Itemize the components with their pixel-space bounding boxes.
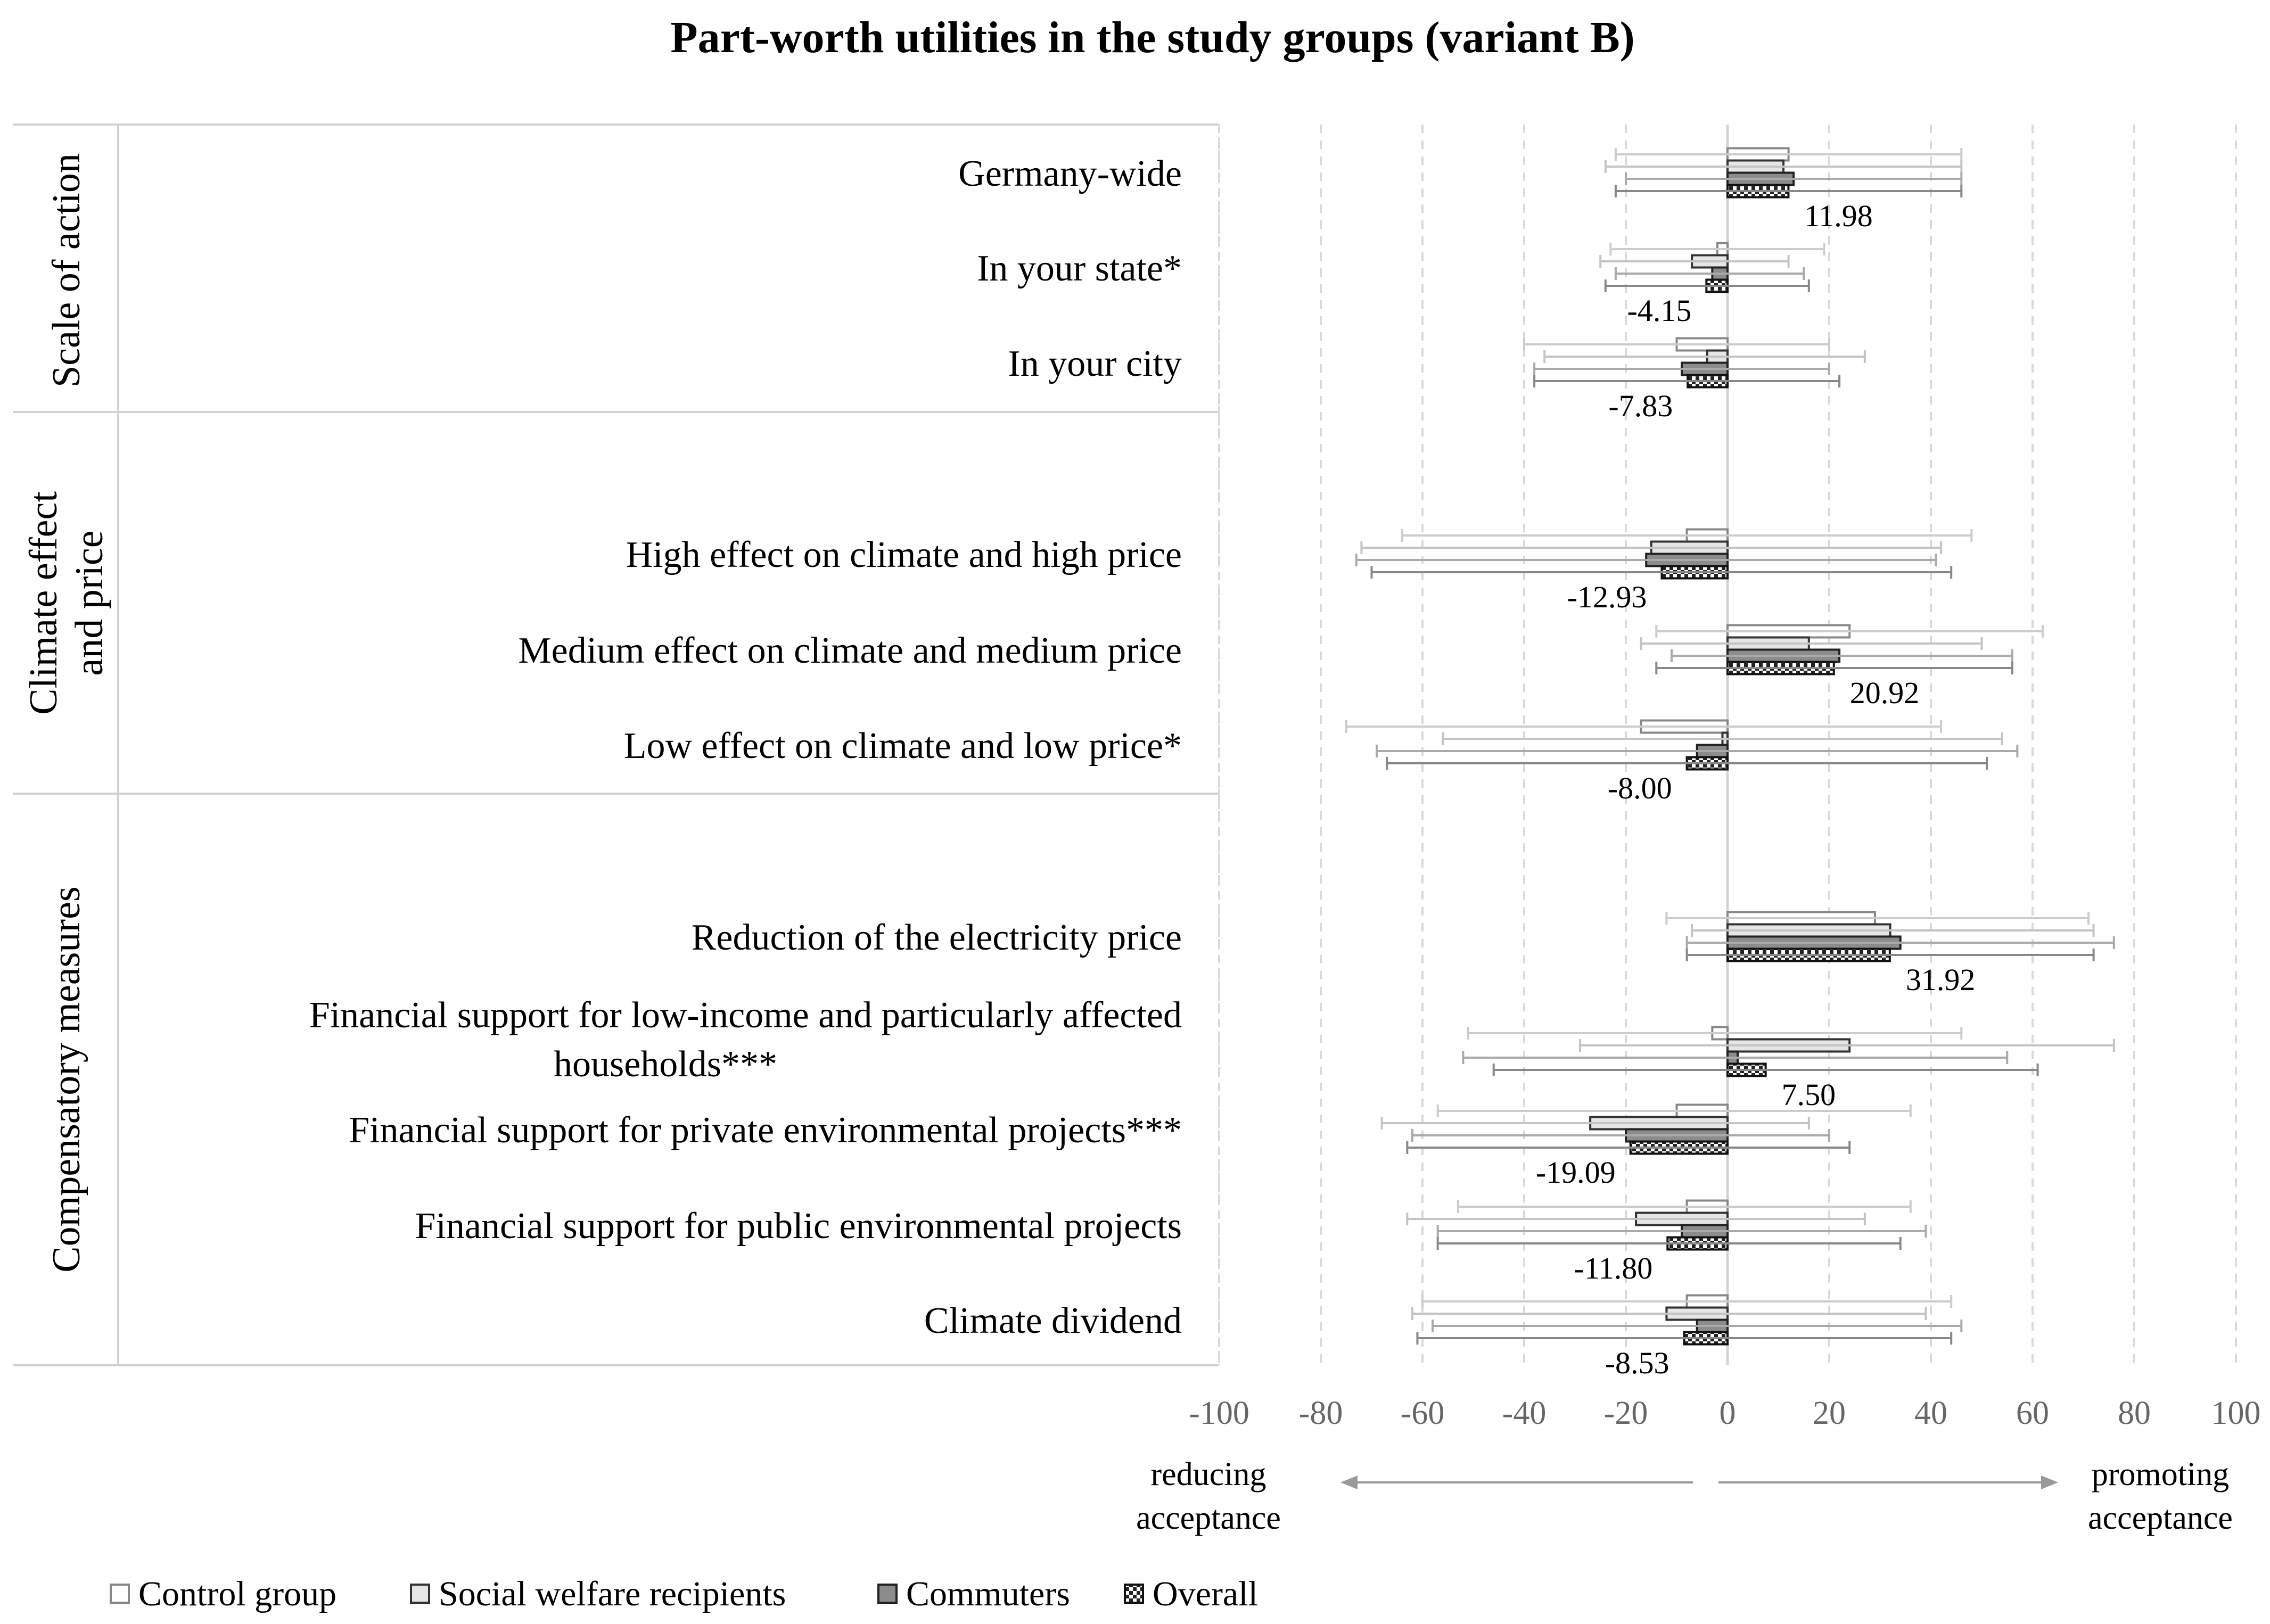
x-tick-label: -20 (1604, 1395, 1648, 1431)
row-label: Low effect on climate and low price* (624, 726, 1182, 766)
row-label: Germany-wide (958, 153, 1182, 194)
row-label: Climate dividend (924, 1300, 1182, 1341)
x-tick-label: -80 (1299, 1395, 1343, 1431)
x-tick-label: -100 (1189, 1395, 1249, 1431)
error-bars (1345, 148, 2115, 1345)
x-tick-label: 20 (1813, 1395, 1846, 1431)
value-label-2: -4.15 (1627, 293, 1692, 328)
row-labels: Germany-wide In your state* In your city Hi… (309, 153, 1182, 1341)
legend: Control group Social welfare recipients Co… (110, 1574, 1258, 1613)
row-label: Financial support for low-income and par… (309, 995, 1182, 1036)
legend-swatch-2 (410, 1584, 430, 1604)
arrow-left-head (1340, 1475, 1358, 1489)
chart-title: Part-worth utilities in the study groups… (670, 13, 1634, 62)
value-label-9: -19.09 (1536, 1155, 1616, 1190)
legend-swatch-1 (110, 1584, 130, 1604)
x-tick-label: 80 (2118, 1395, 2151, 1431)
value-label-1: 11.98 (1804, 199, 1872, 233)
direction-labels: reducing acceptance promoting acceptance (1136, 1456, 2233, 1536)
x-tick-label: 0 (1720, 1395, 1736, 1431)
reducing-acceptance-label: reducing (1151, 1456, 1266, 1493)
legend-label-1: Control group (138, 1574, 336, 1613)
row-label: Financial support for private environmen… (349, 1110, 1182, 1151)
promoting-acceptance-label: acceptance (2088, 1500, 2233, 1536)
group-label: and price (68, 530, 111, 675)
x-tick-label: 60 (2016, 1395, 2049, 1431)
row-label: In your state* (977, 248, 1182, 289)
value-label-10: -11.80 (1574, 1251, 1653, 1285)
value-label-3: -7.83 (1608, 389, 1673, 423)
row-label: Medium effect on climate and medium pric… (518, 630, 1182, 671)
x-tick-labels: -100 -80 -60 -40 -20 0 20 40 60 80 100 (1189, 1395, 2260, 1431)
group-label: Compensatory measures (45, 886, 88, 1272)
legend-swatch-4 (1124, 1584, 1144, 1604)
value-label-7: 31.92 (1906, 962, 1976, 997)
value-label-5: 20.92 (1850, 675, 1920, 710)
value-label-6: -8.00 (1608, 771, 1672, 805)
value-label-4: -12.93 (1567, 580, 1647, 614)
legend-label-3: Commuters (906, 1574, 1070, 1613)
group-label: Scale of action (45, 153, 88, 388)
promoting-acceptance-label: promoting (2092, 1456, 2229, 1493)
group-label: Climate effect (22, 491, 65, 715)
legend-swatch-3 (877, 1584, 898, 1604)
row-label: High effect on climate and high price (626, 534, 1182, 575)
legend-label-2: Social welfare recipients (439, 1574, 786, 1613)
row-label: Financial support for public environment… (415, 1206, 1182, 1247)
row-label: Reduction of the electricity price (692, 917, 1182, 958)
value-label-11: -8.53 (1605, 1346, 1669, 1380)
group-labels: Scale of action Climate effect and price Co… (22, 153, 111, 1273)
reducing-acceptance-label: acceptance (1136, 1500, 1281, 1536)
x-tick-label: 100 (2211, 1395, 2261, 1431)
arrow-right-head (2041, 1475, 2058, 1489)
row-label: In your city (1008, 343, 1182, 384)
value-label-8: 7.50 (1782, 1077, 1836, 1112)
x-tick-label: -60 (1401, 1395, 1445, 1431)
x-tick-label: -40 (1502, 1395, 1547, 1431)
table-frame (13, 123, 1219, 1366)
row-label: households*** (554, 1044, 777, 1085)
legend-label-4: Overall (1153, 1574, 1258, 1613)
x-tick-label: 40 (1914, 1395, 1947, 1431)
value-labels: 11.98 -4.15 -7.83 -12.93 20.92 -8.00 31.92 7.50… (1536, 199, 1975, 1380)
